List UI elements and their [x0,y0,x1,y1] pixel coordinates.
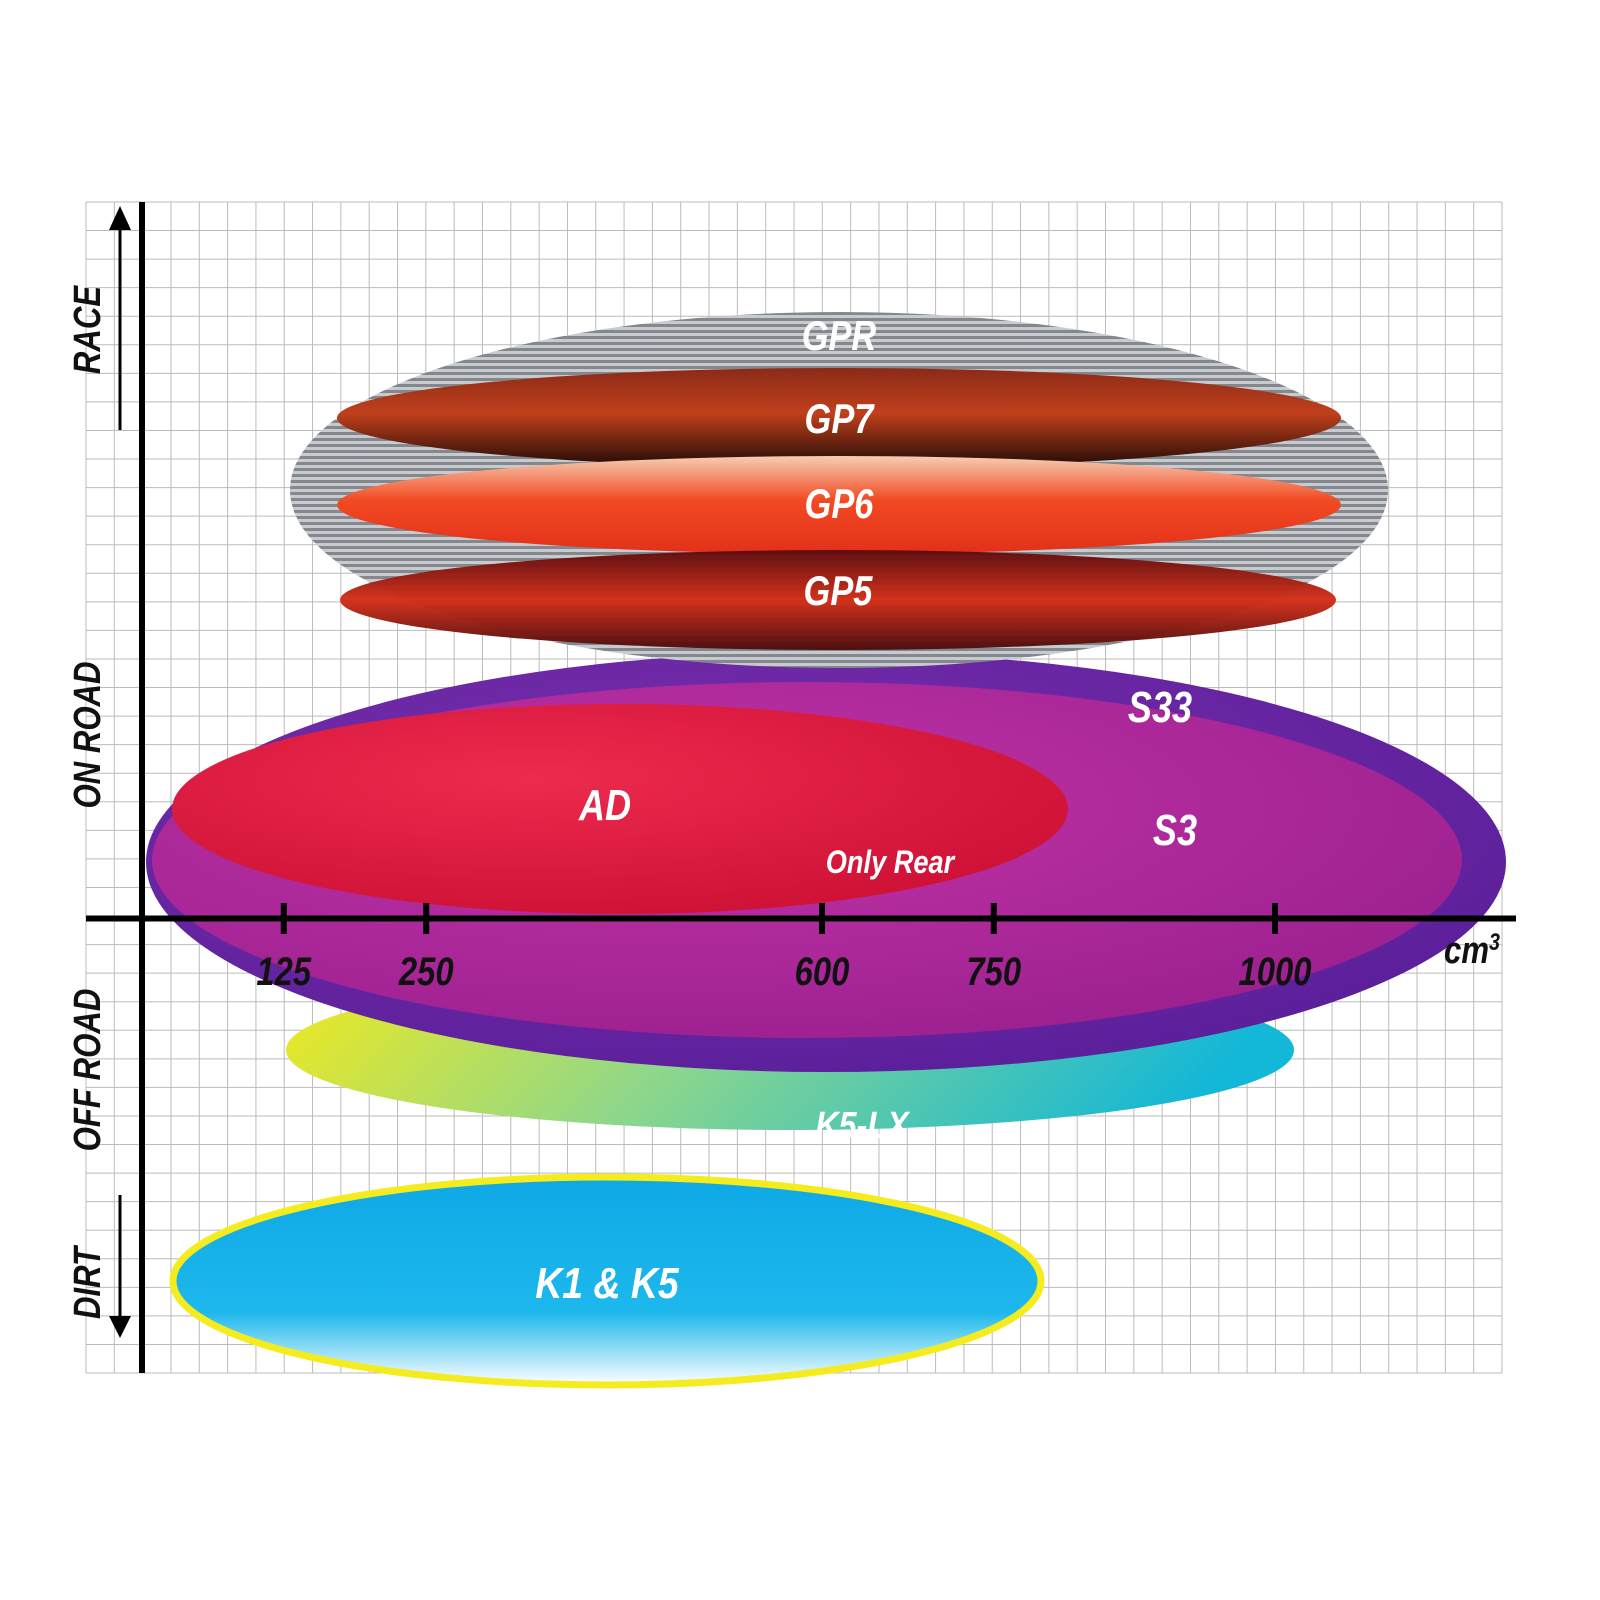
svg-text:AD: AD [578,781,631,830]
svg-text:cm3: cm3 [1444,927,1500,971]
svg-text:600: 600 [795,949,850,994]
svg-text:125: 125 [256,949,311,994]
svg-text:GP7: GP7 [805,396,875,443]
svg-text:ON ROAD: ON ROAD [67,661,109,808]
svg-text:K1 & K5: K1 & K5 [535,1258,680,1308]
svg-text:Only Rear: Only Rear [826,845,956,881]
svg-text:GP6: GP6 [805,481,874,528]
svg-text:250: 250 [398,949,454,994]
svg-text:750: 750 [966,949,1021,994]
svg-text:GPR: GPR [802,313,877,360]
svg-text:DIRT: DIRT [67,1244,109,1319]
svg-text:OFF ROAD: OFF ROAD [67,989,109,1152]
svg-text:S3: S3 [1153,806,1197,855]
svg-text:RACE: RACE [67,284,109,374]
svg-text:GP5: GP5 [804,568,873,615]
svg-text:K5-LX: K5-LX [815,1105,911,1147]
svg-text:S33: S33 [1128,683,1192,732]
svg-text:1000: 1000 [1239,949,1312,994]
